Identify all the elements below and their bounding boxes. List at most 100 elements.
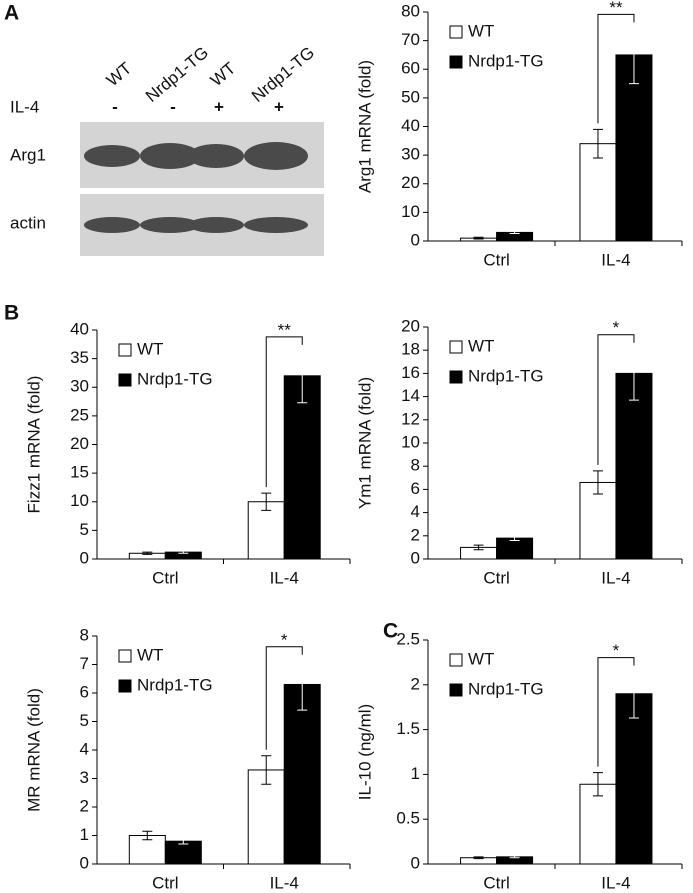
legend-label: WT <box>468 336 494 355</box>
y-tick-label: 16 <box>401 363 420 382</box>
y-tick-label: 18 <box>401 340 420 359</box>
y-tick-label: 0 <box>80 853 89 872</box>
panel-letter: A <box>4 2 19 25</box>
error-bar <box>297 658 308 711</box>
y-tick-label: 25 <box>70 405 89 424</box>
y-tick-label: 10 <box>70 491 89 510</box>
y-tick-label: 70 <box>401 30 420 49</box>
error-bar <box>261 755 272 785</box>
error-bar <box>178 837 189 845</box>
legend-swatch <box>118 679 132 693</box>
blot-row-label: Arg1 <box>10 145 46 164</box>
legend-label: Nrdp1-TG <box>137 369 213 388</box>
error-bar <box>473 236 484 240</box>
band <box>84 217 140 233</box>
error-bar <box>628 346 639 401</box>
y-tick-label: 1 <box>411 764 420 783</box>
lane-label: Nrdp1-TG <box>142 43 212 106</box>
band <box>244 142 308 170</box>
error-bar <box>509 230 520 235</box>
legend-label: Nrdp1-TG <box>468 679 544 698</box>
y-tick-label: 80 <box>401 1 420 20</box>
error-bar <box>628 25 639 85</box>
significance-bracket <box>597 334 635 465</box>
y-tick-label: 12 <box>401 409 420 428</box>
error-bar <box>142 551 153 555</box>
bar <box>496 537 534 560</box>
significance-bracket <box>265 336 303 488</box>
bar <box>247 501 285 560</box>
lane-label: WT <box>103 59 135 91</box>
treatment-sign: + <box>274 97 284 116</box>
legend-label: WT <box>468 21 494 40</box>
significance-label: * <box>613 318 620 337</box>
treatment-sign: - <box>170 97 176 116</box>
x-tick-label: IL-4 <box>601 250 630 269</box>
band <box>244 217 308 233</box>
y-axis-label: Ym1 mRNA (fold) <box>355 377 374 509</box>
y-axis-label: IL-10 (ng/ml) <box>355 704 374 800</box>
y-tick-label: 0 <box>411 853 420 872</box>
x-tick-label: IL-4 <box>270 568 299 587</box>
significance-bracket <box>265 646 303 750</box>
significance-label: ** <box>609 0 623 17</box>
bar <box>579 143 617 242</box>
y-tick-label: 4 <box>80 739 89 758</box>
y-tick-label: 6 <box>80 682 89 701</box>
y-tick-label: 10 <box>401 432 420 451</box>
y-tick-label: 5 <box>80 711 89 730</box>
legend-label: Nrdp1-TG <box>137 675 213 694</box>
y-tick-label: 15 <box>70 463 89 482</box>
x-tick-label: IL-4 <box>601 873 630 892</box>
lane-label: WT <box>207 59 239 91</box>
legend-label: WT <box>137 339 163 358</box>
y-tick-label: 50 <box>401 87 420 106</box>
x-tick-label: Ctrl <box>152 568 178 587</box>
legend-swatch <box>449 370 463 384</box>
y-tick-label: 0 <box>411 548 420 567</box>
error-bar <box>178 550 189 554</box>
significance-bracket <box>597 13 635 124</box>
legend-label: WT <box>137 645 163 664</box>
blot-row-label: actin <box>10 213 46 232</box>
treatment-label: IL-4 <box>10 97 39 116</box>
y-tick-label: 5 <box>80 520 89 539</box>
y-tick-label: 3 <box>80 768 89 787</box>
band <box>188 144 244 168</box>
x-tick-label: IL-4 <box>270 873 299 892</box>
y-tick-label: 0 <box>80 548 89 567</box>
legend-label: WT <box>468 649 494 668</box>
y-tick-label: 6 <box>411 479 420 498</box>
y-tick-label: 30 <box>70 377 89 396</box>
y-tick-label: 10 <box>401 202 420 221</box>
y-tick-label: 8 <box>411 456 420 475</box>
bar <box>615 372 653 560</box>
y-tick-label: 4 <box>411 502 420 521</box>
x-tick-label: Ctrl <box>483 250 509 269</box>
y-tick-label: 20 <box>70 434 89 453</box>
y-tick-label: 60 <box>401 59 420 78</box>
legend-swatch <box>449 55 463 69</box>
y-tick-label: 40 <box>401 116 420 135</box>
y-tick-label: 1 <box>80 825 89 844</box>
x-tick-label: Ctrl <box>483 568 509 587</box>
y-tick-label: 2 <box>411 525 420 544</box>
legend-swatch <box>449 340 463 354</box>
x-tick-label: Ctrl <box>483 873 509 892</box>
panel-letter: C <box>383 620 398 643</box>
legend-swatch <box>118 343 132 357</box>
band <box>188 217 244 233</box>
legend-swatch <box>118 649 132 663</box>
panel-letter: B <box>4 302 19 325</box>
western-blot <box>80 122 324 256</box>
legend-swatch <box>449 683 463 697</box>
x-tick-label: IL-4 <box>601 568 630 587</box>
band <box>140 143 200 169</box>
significance-label: ** <box>278 320 292 339</box>
error-bar <box>509 855 520 859</box>
y-tick-label: 1.5 <box>396 719 420 738</box>
bar <box>615 54 653 242</box>
bar <box>164 840 202 865</box>
y-axis-label: Arg1 mRNA (fold) <box>355 60 374 193</box>
